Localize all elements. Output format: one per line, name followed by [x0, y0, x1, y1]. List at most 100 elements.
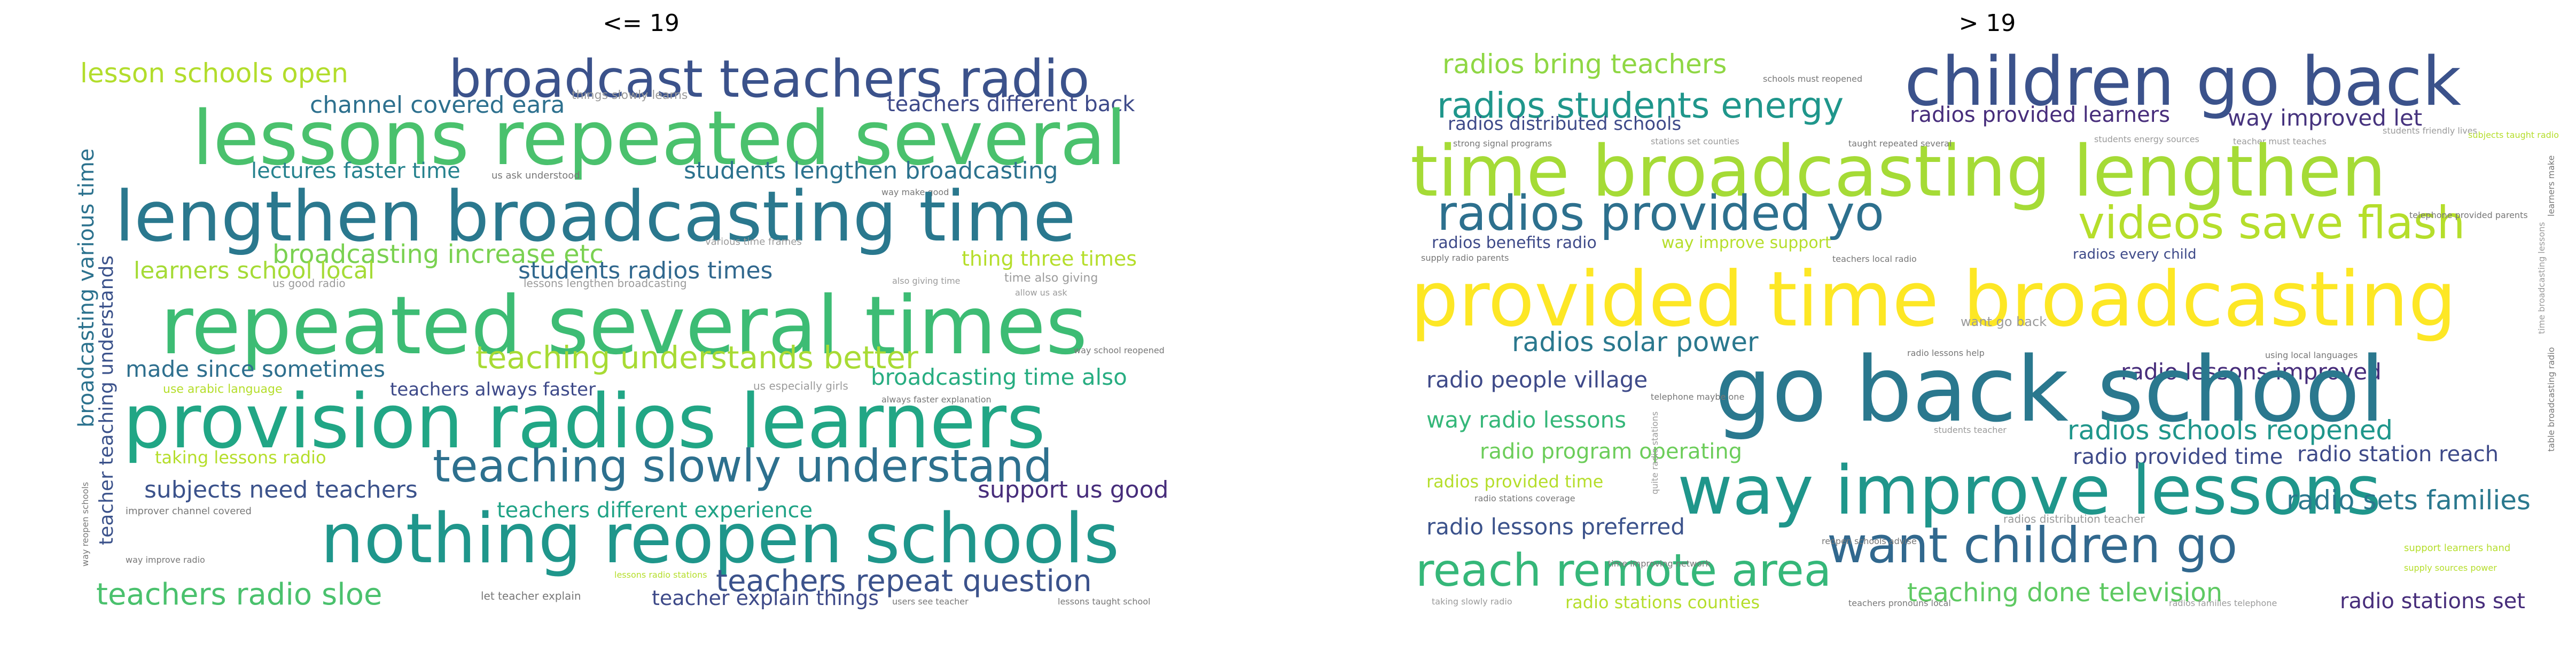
cloud-word: time broadcasting lengthen: [1410, 130, 2386, 213]
cloud-word: using local languages: [2265, 350, 2358, 360]
cloud-word: various time frames: [705, 236, 802, 247]
cloud-word: stations set counties: [1651, 136, 1739, 146]
cloud-word: lesson schools open: [80, 58, 348, 89]
cloud-word: improver channel covered: [126, 506, 252, 517]
cloud-word: subjects taught radio: [2468, 130, 2559, 140]
cloud-word: teachers repeat question: [716, 564, 1092, 599]
panel-title: <= 19: [603, 10, 680, 37]
cloud-word: support learners hand: [2404, 542, 2511, 554]
cloud-word: us ask understood: [491, 170, 580, 181]
cloud-word: radio provided time: [2073, 445, 2283, 469]
cloud-word: broadcasting various time: [75, 148, 99, 428]
cloud-word: lengthen broadcasting time: [115, 176, 1076, 257]
cloud-word: telephone maybe one: [1651, 392, 1745, 402]
cloud-word: supply radio parents: [1421, 253, 1509, 263]
cloud-word: nothing reopen schools: [321, 499, 1120, 579]
cloud-word: students friendly lives: [2383, 126, 2477, 136]
cloud-word: radios solar power: [1512, 327, 1759, 358]
cloud-word: taking lessons radio: [155, 447, 326, 468]
cloud-word: radio program operating: [1480, 439, 1743, 464]
cloud-word: teachers radio sloe: [96, 577, 383, 610]
cloud-word: reopen schools advise: [1822, 536, 1917, 546]
cloud-word: students energy sources: [2094, 134, 2199, 144]
cloud-word: let teacher explain: [481, 590, 581, 602]
cloud-word: teacher explain things: [652, 586, 879, 609]
cloud-word: radios students energy: [1437, 85, 1844, 126]
cloud-word: radio lessons help: [1907, 348, 1985, 358]
cloud-word: radios distribution teacher: [2003, 513, 2145, 525]
cloud-word: broadcasting increase etc: [272, 239, 604, 269]
cloud-word: teaching slowly understand: [433, 440, 1052, 492]
cloud-word: teaching understands better: [475, 339, 918, 376]
cloud-word: time broadcasting lessons: [2536, 222, 2547, 334]
cloud-word: use arabic language: [163, 383, 283, 396]
cloud-word: users see teacher: [892, 596, 969, 607]
cloud-word: want go back: [1961, 314, 2047, 329]
cloud-word: channel covered eara: [310, 91, 565, 119]
cloud-word: lessons radio stations: [614, 570, 707, 580]
cloud-word: lectures faster time: [251, 159, 460, 183]
wordcloud-area: radios bring teachers schools must reope…: [1410, 45, 2564, 617]
cloud-word: way reopen schools: [80, 482, 90, 567]
cloud-word: way improve lessons: [1677, 451, 2382, 530]
cloud-word: teachers different experience: [497, 498, 813, 523]
cloud-word: strong signal programs: [1453, 138, 1552, 149]
panel-title: > 19: [1958, 10, 2016, 37]
cloud-word: radios every child: [2073, 246, 2197, 262]
cloud-word: learners school local: [134, 257, 375, 284]
cloud-word: way improve support: [1661, 234, 1831, 252]
cloud-word: teachers pronouns local: [1848, 598, 1951, 608]
cloud-word: students radios times: [518, 257, 773, 284]
cloud-word: teacher teaching understands: [96, 255, 118, 545]
cloud-word: teacher must teaches: [2233, 136, 2327, 146]
cloud-word: lessons repeated several: [192, 95, 1127, 182]
cloud-word: radios families telephone: [2169, 598, 2277, 608]
cloud-word: thing three times: [962, 247, 1137, 270]
cloud-word: radios provided time: [1426, 471, 1604, 492]
cloud-word: supply sources power: [2404, 563, 2497, 573]
cloud-word: way radio lessons: [1426, 407, 1627, 433]
cloud-word: reach remote area: [1416, 544, 1832, 596]
cloud-word: lessons lengthen broadcasting: [524, 277, 687, 290]
cloud-word: time improving network: [1608, 559, 1711, 569]
cloud-word: lessons taught school: [1058, 596, 1151, 607]
cloud-word: way make good: [881, 187, 949, 197]
cloud-word: teachers different back: [887, 92, 1135, 117]
cloud-word: way school reopened: [1074, 345, 1165, 355]
cloud-word: radio people village: [1426, 367, 1648, 393]
cloud-word: want children go: [1827, 517, 2238, 574]
cloud-word: radio stations coverage: [1474, 493, 1575, 503]
cloud-word: us good radio: [272, 277, 346, 290]
cloud-word: subjects need teachers: [144, 476, 418, 503]
cloud-word: radios distributed schools: [1448, 113, 1682, 135]
cloud-word: students teacher: [1934, 425, 2007, 435]
cloud-word: table broadcasting radio: [2546, 347, 2556, 452]
cloud-word: radio sets families: [2286, 485, 2531, 516]
cloud-word: support us good: [978, 476, 1169, 503]
cloud-word: broadcast teachers radio: [449, 53, 1090, 109]
cloud-word: go back school: [1715, 337, 2385, 442]
cloud-word: radios schools reopened: [2067, 415, 2393, 446]
cloud-word: radio station reach: [2297, 442, 2499, 467]
cloud-word: us especially girls: [753, 379, 848, 392]
cloud-word: time also giving: [1004, 272, 1098, 285]
cloud-word: repeated several times: [160, 280, 1088, 373]
cloud-word: students lengthen broadcasting: [684, 157, 1058, 184]
cloud-word: always faster explanation: [881, 394, 992, 405]
wordcloud-panel-gt-19: > 19 radios bring teachers schools must …: [1410, 0, 2564, 667]
cloud-word: made since sometimes: [126, 356, 386, 382]
cloud-word: taught repeated several: [1848, 138, 1952, 149]
cloud-word: telephone provided parents: [2409, 210, 2528, 220]
cloud-word: radio lessons preferred: [1426, 514, 1685, 540]
cloud-word: things slowly learns: [572, 89, 688, 102]
cloud-word: way improve radio: [126, 555, 205, 565]
cloud-word: teachers always faster: [390, 379, 596, 400]
cloud-word: way improved let: [2228, 105, 2423, 131]
cloud-word: teachers local radio: [1832, 254, 1917, 264]
cloud-word: schools must reopened: [1763, 74, 1863, 84]
wordcloud-panel-le-19: <= 19 lesson schools open broadcast teac…: [75, 0, 1207, 667]
cloud-word: radio stations set: [2340, 589, 2525, 614]
cloud-word: radio stations counties: [1565, 592, 1760, 612]
cloud-word: provided time broadcasting: [1410, 255, 2457, 344]
cloud-word: learners make: [2546, 155, 2556, 216]
